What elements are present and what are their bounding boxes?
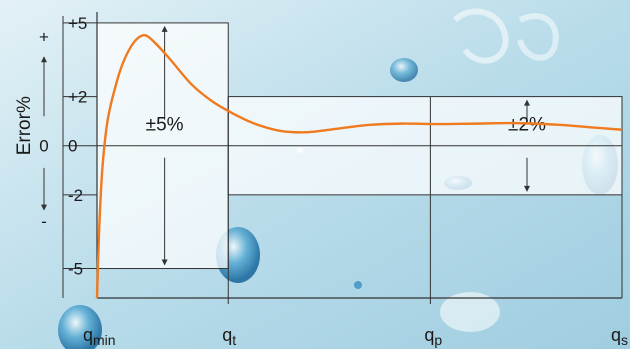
axes: [62, 12, 623, 299]
y-tick-label: +2: [68, 88, 87, 107]
y-tick-label: -2: [68, 186, 83, 205]
band-label: ±5%: [146, 115, 184, 136]
y-tick-label: +5: [68, 14, 87, 33]
water-swirl: [452, 8, 509, 64]
band-arrowhead: [524, 99, 530, 106]
water-drop: [390, 58, 418, 82]
negative-arrowhead: [41, 204, 47, 211]
water-drop: [440, 292, 500, 332]
y-ticks: +5 +2 0 -2 -5: [63, 14, 97, 279]
error-line: [95, 33, 623, 299]
water-drop: [58, 305, 102, 349]
axis-titles: Error% +0 -: [14, 28, 49, 231]
flow-label-qt: qt: [222, 325, 236, 348]
tolerance-bands: ±5% ±2%: [96, 22, 623, 270]
flow-label-qs: qs: [611, 325, 628, 348]
band-label: ±2%: [508, 115, 546, 136]
y-tick-label: -5: [68, 260, 83, 279]
error-series: [95, 33, 623, 299]
band-arrowhead: [161, 259, 168, 266]
positive-sign: +: [39, 28, 49, 47]
water-swirl: [517, 13, 559, 61]
band-arrowhead: [161, 25, 168, 32]
flow-label-qp: qp: [424, 325, 442, 348]
y-axis-title: Error%: [14, 96, 35, 155]
positive-arrowhead: [41, 56, 47, 63]
flow-points: qmin qt qp qs: [83, 96, 628, 348]
flow-label-qmin: qmin: [83, 325, 116, 348]
water-drop: [354, 281, 362, 289]
band-arrowhead: [524, 185, 530, 192]
zero-sign: 0: [39, 137, 48, 156]
negative-sign: -: [41, 212, 47, 231]
y-tick-label: 0: [68, 137, 77, 156]
